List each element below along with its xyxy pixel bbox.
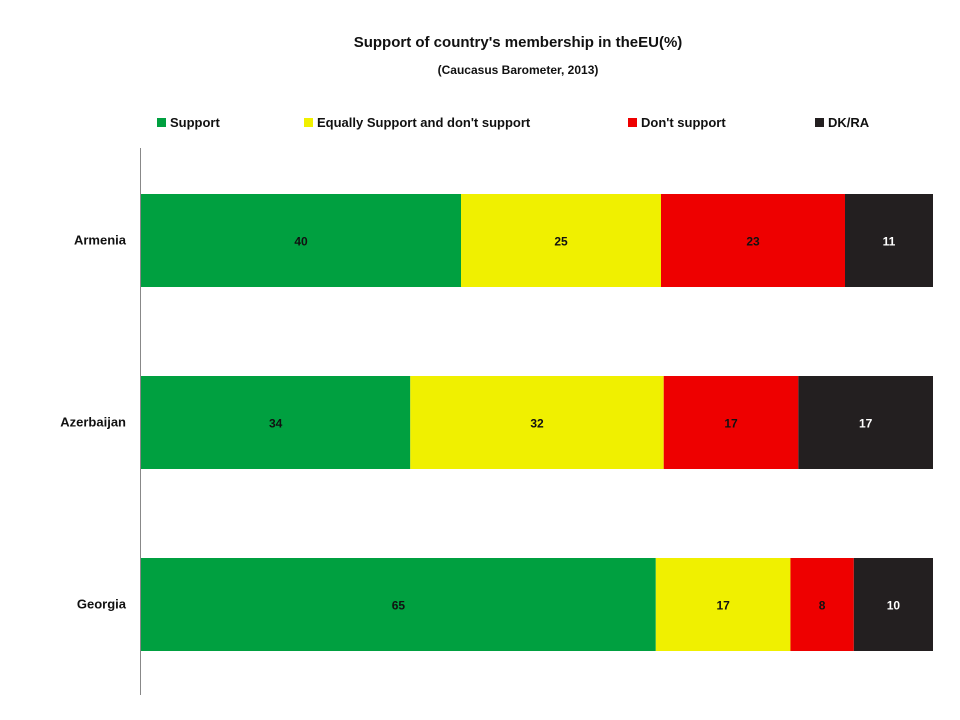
legend-item-equally: Equally Support and don't support: [304, 114, 530, 130]
category-label-azerbaijan: Azerbaijan: [60, 415, 126, 430]
legend-swatch-support: [157, 117, 166, 127]
data-label-azerbaijan-dk-ra: 17: [859, 417, 873, 431]
legend-label-equally: Equally Support and don't support: [317, 114, 531, 130]
legend-item-support: Support: [157, 114, 220, 130]
bar-georgia-don-t-support: [790, 558, 854, 651]
data-label-azerbaijan-equally-support-and-don-t-support: 32: [530, 417, 544, 431]
data-label-azerbaijan-don-t-support: 17: [724, 417, 738, 431]
bar-azerbaijan-support: [141, 376, 411, 469]
labels-layer: Armenia 40 25 23 11 Azerbaijan 34 32 17 17 Georgia…: [60, 233, 900, 613]
bar-georgia-equally-support-and-don-t-support: [655, 558, 791, 651]
bar-azerbaijan-equally-support-and-don-t-support: [410, 376, 664, 469]
chart-title: Support of country's membership in theEU…: [353, 34, 683, 51]
bar-armenia-don-t-support: [661, 194, 845, 287]
bar-armenia-support: [141, 194, 461, 287]
category-label-georgia: Georgia: [77, 597, 127, 612]
data-label-georgia-don-t-support: 8: [819, 599, 826, 613]
bar-azerbaijan-don-t-support: [663, 376, 799, 469]
category-label-armenia: Armenia: [74, 233, 127, 248]
chart-subtitle: (Caucasus Barometer, 2013): [437, 63, 599, 77]
legend-item-dk-ra: DK/RA: [815, 114, 869, 130]
bar-georgia-dk-ra: [853, 558, 933, 651]
data-label-georgia-support: 65: [392, 599, 406, 613]
legend-item-dont-support: Don't support: [628, 114, 726, 130]
legend-swatch-equally: [304, 117, 313, 127]
data-label-armenia-dk-ra: 11: [883, 235, 896, 249]
data-label-georgia-equally-support-and-don-t-support: 17: [716, 599, 730, 613]
data-label-armenia-don-t-support: 23: [746, 235, 760, 249]
legend-label-support: Support: [170, 114, 220, 130]
bar-armenia-equally-support-and-don-t-support: [461, 194, 661, 287]
data-label-armenia-support: 40: [294, 235, 308, 249]
bar-armenia-dk-ra: [845, 194, 933, 287]
data-label-azerbaijan-support: 34: [269, 417, 283, 431]
bar-azerbaijan-dk-ra: [798, 376, 933, 469]
legend-swatch-dont-support: [628, 117, 637, 127]
legend-label-dk-ra: DK/RA: [828, 114, 870, 130]
bars-layer: [141, 194, 933, 651]
legend-label-dont-support: Don't support: [641, 114, 726, 130]
data-label-georgia-dk-ra: 10: [887, 599, 901, 613]
legend-swatch-dk-ra: [815, 117, 824, 127]
data-label-armenia-equally-support-and-don-t-support: 25: [554, 235, 568, 249]
bar-georgia-support: [141, 558, 656, 651]
